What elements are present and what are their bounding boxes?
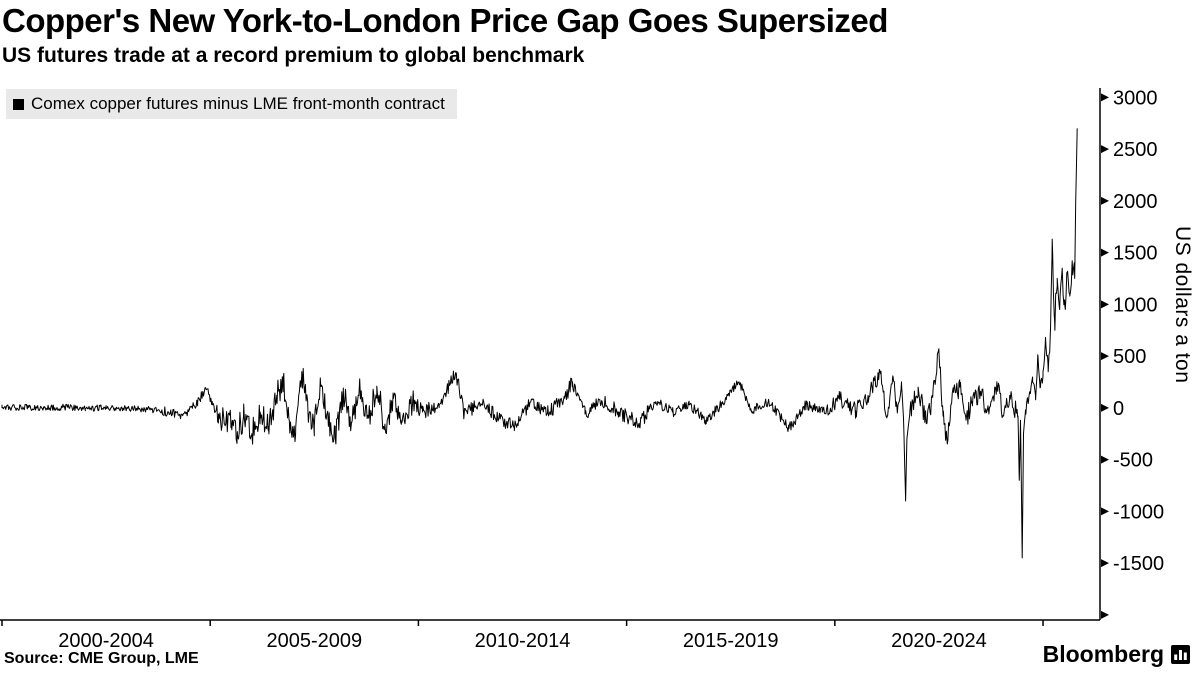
bloomberg-wordmark: Bloomberg <box>1042 641 1164 667</box>
bloomberg-chart-icon <box>1171 645 1190 664</box>
legend: Comex copper futures minus LME front-mon… <box>6 89 457 119</box>
svg-text:2015-2019: 2015-2019 <box>683 630 779 652</box>
svg-text:2010-2014: 2010-2014 <box>475 630 571 652</box>
svg-text:1500: 1500 <box>1113 243 1158 265</box>
chart-title: Copper's New York-to-London Price Gap Go… <box>2 2 888 39</box>
svg-text:500: 500 <box>1113 346 1146 368</box>
svg-text:2500: 2500 <box>1113 139 1158 161</box>
svg-text:2000-2004: 2000-2004 <box>58 630 154 652</box>
legend-label: Comex copper futures minus LME front-mon… <box>31 94 445 113</box>
bloomberg-logo: Bloomberg <box>1043 641 1190 668</box>
svg-text:2005-2009: 2005-2009 <box>266 630 362 652</box>
legend-swatch <box>13 98 24 110</box>
svg-text:0: 0 <box>1113 398 1124 420</box>
svg-text:-500: -500 <box>1113 450 1153 472</box>
svg-text:-1500: -1500 <box>1113 553 1164 575</box>
svg-text:3000: 3000 <box>1113 87 1158 109</box>
y-axis-title: US dollars a ton <box>1171 226 1194 384</box>
svg-text:1000: 1000 <box>1113 294 1158 316</box>
svg-text:2020-2024: 2020-2024 <box>891 630 987 652</box>
chart-subtitle: US futures trade at a record premium to … <box>2 44 585 67</box>
svg-text:-1000: -1000 <box>1113 501 1164 523</box>
source-note: Source: CME Group, LME <box>4 650 199 667</box>
svg-text:2000: 2000 <box>1113 191 1158 213</box>
